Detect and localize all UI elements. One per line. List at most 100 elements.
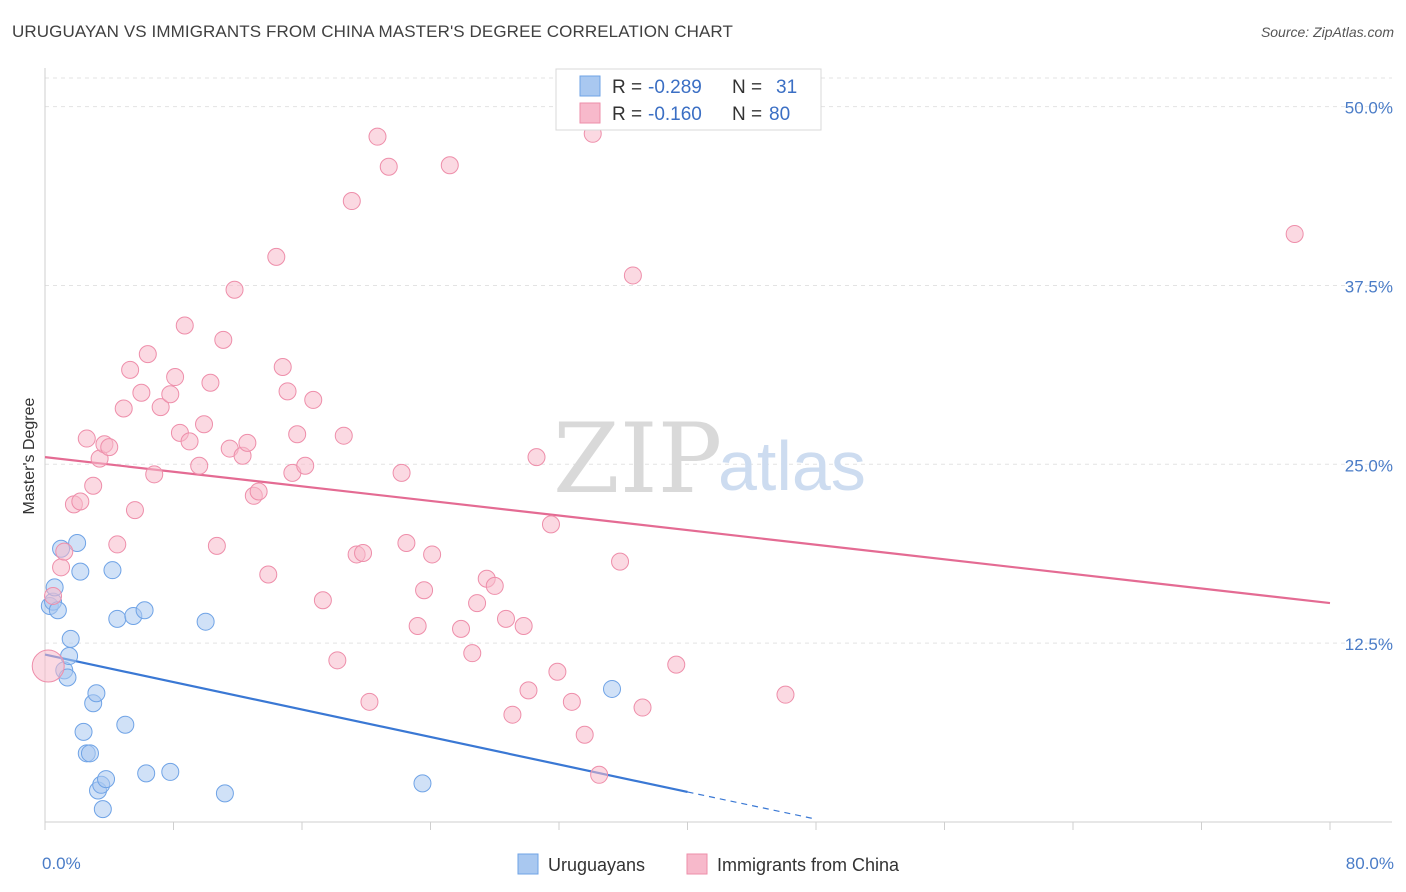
bottom-legend-label-china: Immigrants from China <box>717 855 900 875</box>
point-uruguayans <box>137 764 156 783</box>
point-uruguayans <box>80 744 99 763</box>
trend-line-uruguayans-extension <box>687 791 817 820</box>
point-china <box>313 591 332 610</box>
point-china <box>125 501 144 520</box>
point-china <box>267 247 286 266</box>
point-china <box>611 552 630 571</box>
y-tick-labels: 12.5% 25.0% 37.5% 50.0% <box>1345 99 1393 655</box>
point-uruguayans <box>103 561 122 580</box>
point-china <box>360 692 379 711</box>
point-uruguayans <box>93 800 112 819</box>
point-china <box>776 685 795 704</box>
data-points <box>31 124 1304 819</box>
point-china <box>468 594 487 613</box>
point-china <box>368 127 387 146</box>
point-china <box>288 425 307 444</box>
legend-n-label-2: N = <box>732 104 762 125</box>
point-china <box>440 156 459 175</box>
legend-n-label-1: N = <box>732 77 762 98</box>
point-china <box>55 542 74 561</box>
point-china <box>590 765 609 784</box>
legend-swatch-uruguayans <box>579 75 601 97</box>
point-china <box>161 385 180 404</box>
point-china <box>423 545 442 564</box>
point-china <box>527 448 546 467</box>
point-china <box>214 330 233 349</box>
point-china <box>278 382 297 401</box>
point-china <box>463 644 482 663</box>
y-tick-label: 37.5% <box>1345 277 1393 296</box>
x-tick-label-min: 0.0% <box>42 854 81 873</box>
point-uruguayans <box>108 609 127 628</box>
point-china <box>77 429 96 448</box>
legend-n-value-2: 80 <box>769 104 790 125</box>
point-china <box>273 358 292 377</box>
point-china <box>249 482 268 501</box>
point-uruguayans <box>87 684 106 703</box>
point-china <box>259 565 278 584</box>
point-china <box>151 398 170 417</box>
point-china <box>452 619 471 638</box>
y-tick-label: 12.5% <box>1345 635 1393 654</box>
legend-n-value-1: 31 <box>776 77 797 98</box>
point-china <box>541 515 560 534</box>
point-china <box>334 426 353 445</box>
point-china <box>328 651 347 670</box>
point-china <box>562 692 581 711</box>
point-uruguayans <box>161 762 180 781</box>
point-china <box>201 373 220 392</box>
legend-box: R = -0.289 N = 31 R = -0.160 N = 80 <box>555 68 822 131</box>
point-china <box>514 616 533 635</box>
point-china <box>114 399 133 418</box>
point-china <box>379 157 398 176</box>
point-china <box>392 463 411 482</box>
point-china <box>31 649 65 683</box>
point-uruguayans <box>61 629 80 648</box>
point-china <box>180 432 199 451</box>
x-tick-label-max: 80.0% <box>1346 854 1394 873</box>
point-china <box>397 534 416 552</box>
point-china <box>575 725 594 744</box>
point-china <box>354 544 373 563</box>
legend-swatch-china <box>579 102 601 124</box>
point-china <box>485 576 504 595</box>
point-china <box>195 415 214 434</box>
point-china <box>84 476 103 495</box>
grid-lines <box>45 77 1392 644</box>
point-china <box>225 280 244 299</box>
point-china <box>166 368 185 387</box>
chart-source: Source: ZipAtlas.com <box>1260 24 1394 40</box>
trend-line-china <box>44 456 1331 605</box>
point-china <box>342 192 361 211</box>
bottom-legend-label-uruguayans: Uruguayans <box>548 855 645 875</box>
bottom-legend: Uruguayans Immigrants from China <box>517 853 900 875</box>
watermark-atlas: atlas <box>718 427 866 505</box>
watermark: ZIP atlas <box>553 403 866 515</box>
point-china <box>138 345 157 364</box>
chart-title: URUGUAYAN VS IMMIGRANTS FROM CHINA MASTE… <box>12 22 733 41</box>
point-china <box>304 390 323 409</box>
trend-line-uruguayans <box>44 653 688 794</box>
point-uruguayans <box>68 534 87 552</box>
point-china <box>71 492 90 511</box>
point-china <box>175 316 194 335</box>
x-tick-labels: 0.0% 80.0% <box>42 854 1394 873</box>
point-china <box>52 558 71 577</box>
bottom-legend-swatch-china <box>686 853 708 875</box>
point-china <box>667 655 686 674</box>
watermark-zip: ZIP <box>553 403 722 515</box>
point-uruguayans <box>196 612 215 631</box>
legend-r-value-1: -0.289 <box>648 77 702 98</box>
legend-r-label-2: R = <box>612 104 642 125</box>
point-uruguayans <box>135 601 154 620</box>
point-china <box>408 616 427 635</box>
point-china <box>548 662 567 681</box>
trend-lines <box>44 456 1331 820</box>
point-uruguayans <box>97 770 116 789</box>
point-uruguayans <box>116 715 135 734</box>
y-tick-label: 25.0% <box>1345 456 1393 475</box>
point-china <box>296 456 315 475</box>
point-china <box>623 266 642 285</box>
point-uruguayans <box>71 562 90 581</box>
